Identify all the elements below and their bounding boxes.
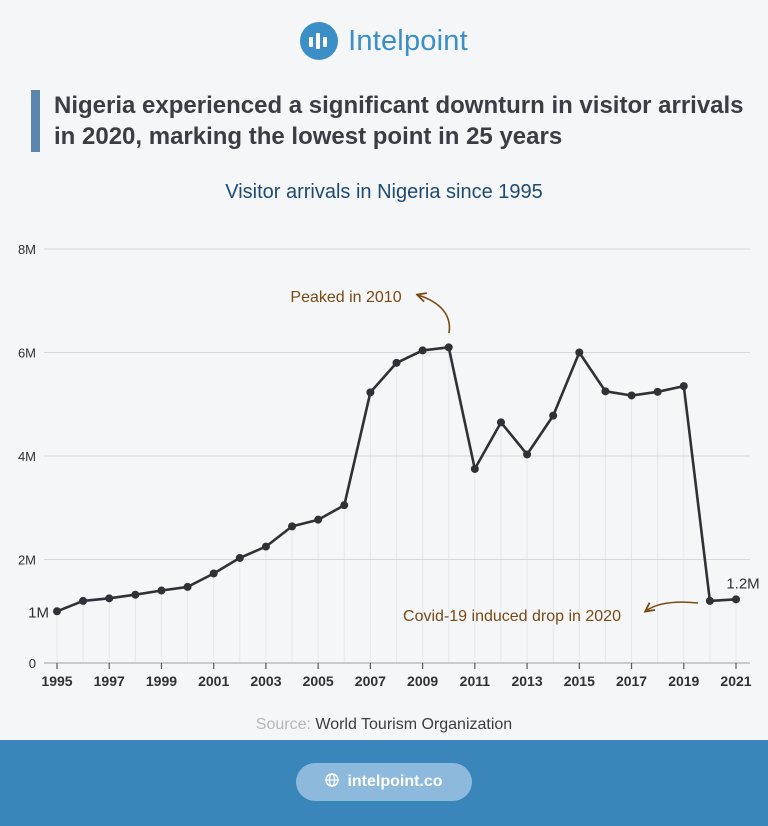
annotation-arrow: [418, 295, 451, 334]
source-note: Source: World Tourism Organization: [0, 716, 768, 734]
x-tick-label: 2019: [668, 673, 699, 689]
x-tick-label: 2005: [303, 673, 334, 689]
x-tick-label: 2015: [564, 673, 595, 689]
data-point: [105, 594, 114, 603]
headline: Nigeria experienced a significant downtu…: [54, 92, 744, 150]
line-chart: 0 2M 4M 6M 8M 1995 1997 1999 2001 2003 2005 2007 200…: [18, 242, 760, 689]
data-point: [653, 387, 662, 396]
y-tick-label: 4M: [18, 449, 36, 464]
data-point: [79, 596, 88, 605]
data-point: [209, 569, 218, 578]
data-point: [523, 450, 532, 459]
data-point: [496, 418, 505, 427]
x-tick-label: 2011: [460, 673, 491, 689]
x-tick-label: 1999: [146, 673, 177, 689]
data-point: [470, 464, 479, 473]
data-point: [314, 515, 323, 524]
annotation-text: Peaked in 2010: [290, 289, 401, 306]
y-tick-label: 6M: [18, 346, 36, 361]
data-point: [366, 388, 375, 397]
data-label: 1.2M: [726, 575, 759, 592]
y-tick-label: 8M: [18, 242, 36, 257]
globe-icon: [325, 772, 340, 792]
data-point: [575, 348, 584, 357]
data-point: [679, 382, 688, 391]
data-point: [235, 553, 244, 562]
chart-title: Visitor arrivals in Nigeria since 1995: [225, 181, 543, 203]
brand-logo: Intelpoint: [0, 22, 768, 60]
bar-chart-icon: [300, 22, 339, 60]
x-tick-label: 2009: [407, 673, 438, 689]
footer-bar: intelpoint.co: [0, 740, 768, 826]
brand-name: Intelpoint: [348, 24, 468, 57]
website-url: intelpoint.co: [347, 773, 443, 790]
data-point: [340, 501, 349, 510]
data-point: [549, 411, 558, 420]
data-point: [261, 542, 270, 551]
annotation-text: Covid-19 induced drop in 2020: [403, 608, 621, 625]
source-prefix: Source:: [255, 716, 311, 733]
data-point: [157, 586, 166, 595]
x-tick-label: 2017: [616, 673, 647, 689]
data-point: [418, 346, 427, 355]
x-tick-label: 2003: [250, 673, 281, 689]
data-point: [288, 522, 297, 531]
data-point: [53, 607, 61, 616]
x-tick-label: 2021: [720, 673, 751, 689]
data-label: 1M: [28, 604, 49, 621]
x-tick-label: 1995: [41, 673, 72, 689]
data-point: [627, 391, 636, 400]
x-tick-label: 2013: [511, 673, 542, 689]
x-tick-label: 2001: [198, 673, 229, 689]
data-point: [131, 590, 140, 599]
source-text: World Tourism Organization: [315, 716, 513, 733]
y-tick-label: 0: [29, 656, 36, 671]
annotation-arrow: [646, 601, 699, 611]
x-tick-label: 1997: [94, 673, 125, 689]
website-link[interactable]: intelpoint.co: [296, 763, 472, 801]
x-tick-label: 2007: [355, 673, 386, 689]
data-point: [601, 387, 610, 396]
y-tick-label: 2M: [18, 553, 36, 568]
data-point: [444, 343, 453, 352]
headline-block: Nigeria experienced a significant downtu…: [31, 90, 764, 152]
data-point: [732, 595, 740, 604]
data-point: [705, 596, 714, 605]
data-point: [392, 358, 401, 367]
data-point: [183, 582, 192, 591]
